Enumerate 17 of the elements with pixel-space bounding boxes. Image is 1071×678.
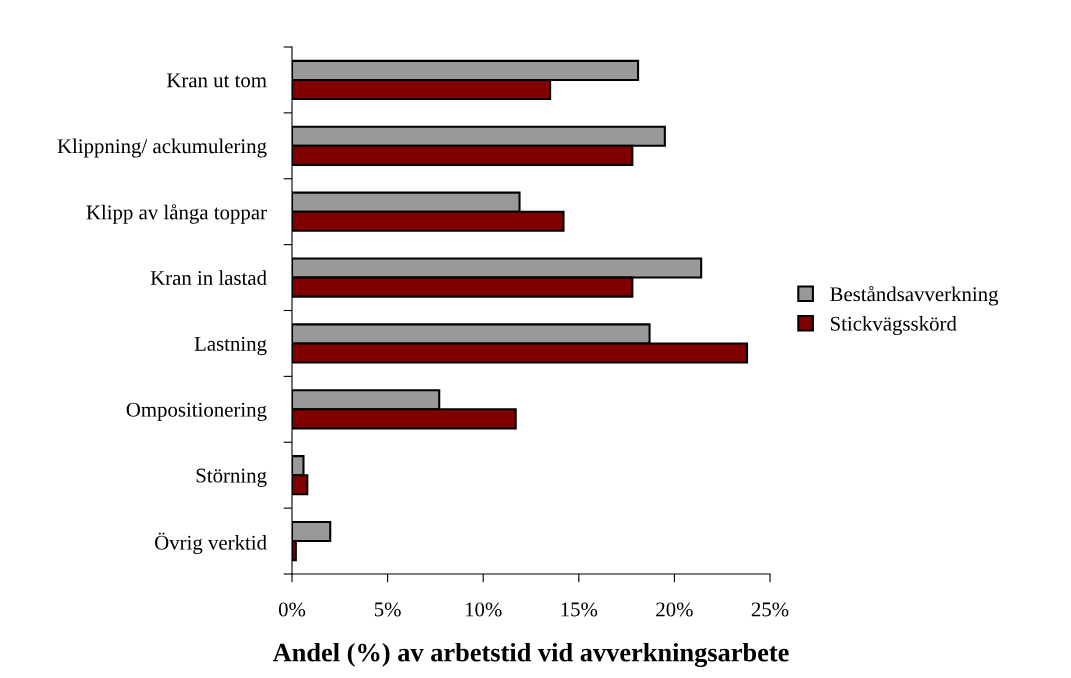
x-tick-label: 0%: [278, 602, 306, 617]
x-tick-label: 5%: [374, 602, 401, 617]
y-tick-label: Klipp av långa toppar: [86, 204, 267, 224]
legend-label: Stickvägsskörd: [830, 316, 957, 336]
y-tick-label: Lastning: [194, 336, 267, 356]
y-tick-label: Kran in lastad: [150, 270, 267, 285]
y-tick-label: Ompositionering: [126, 402, 267, 422]
x-tick-label: 20%: [656, 602, 693, 617]
legend-label: Beståndsavverkning: [830, 285, 999, 306]
x-axis-title: Andel (%) av arbetstid vid avverkningsarbete: [272, 642, 789, 668]
x-tick-label: 25%: [751, 602, 789, 617]
y-tick-label: Störning: [196, 468, 267, 487]
y-tick-label: Kran ut tom: [166, 73, 267, 88]
x-tick-label: 15%: [561, 602, 598, 617]
y-tick-label: Klippning/ ackumulering: [57, 138, 267, 158]
x-tick-label: 10%: [465, 602, 502, 617]
y-tick-label: Övrig verktid: [155, 532, 267, 555]
